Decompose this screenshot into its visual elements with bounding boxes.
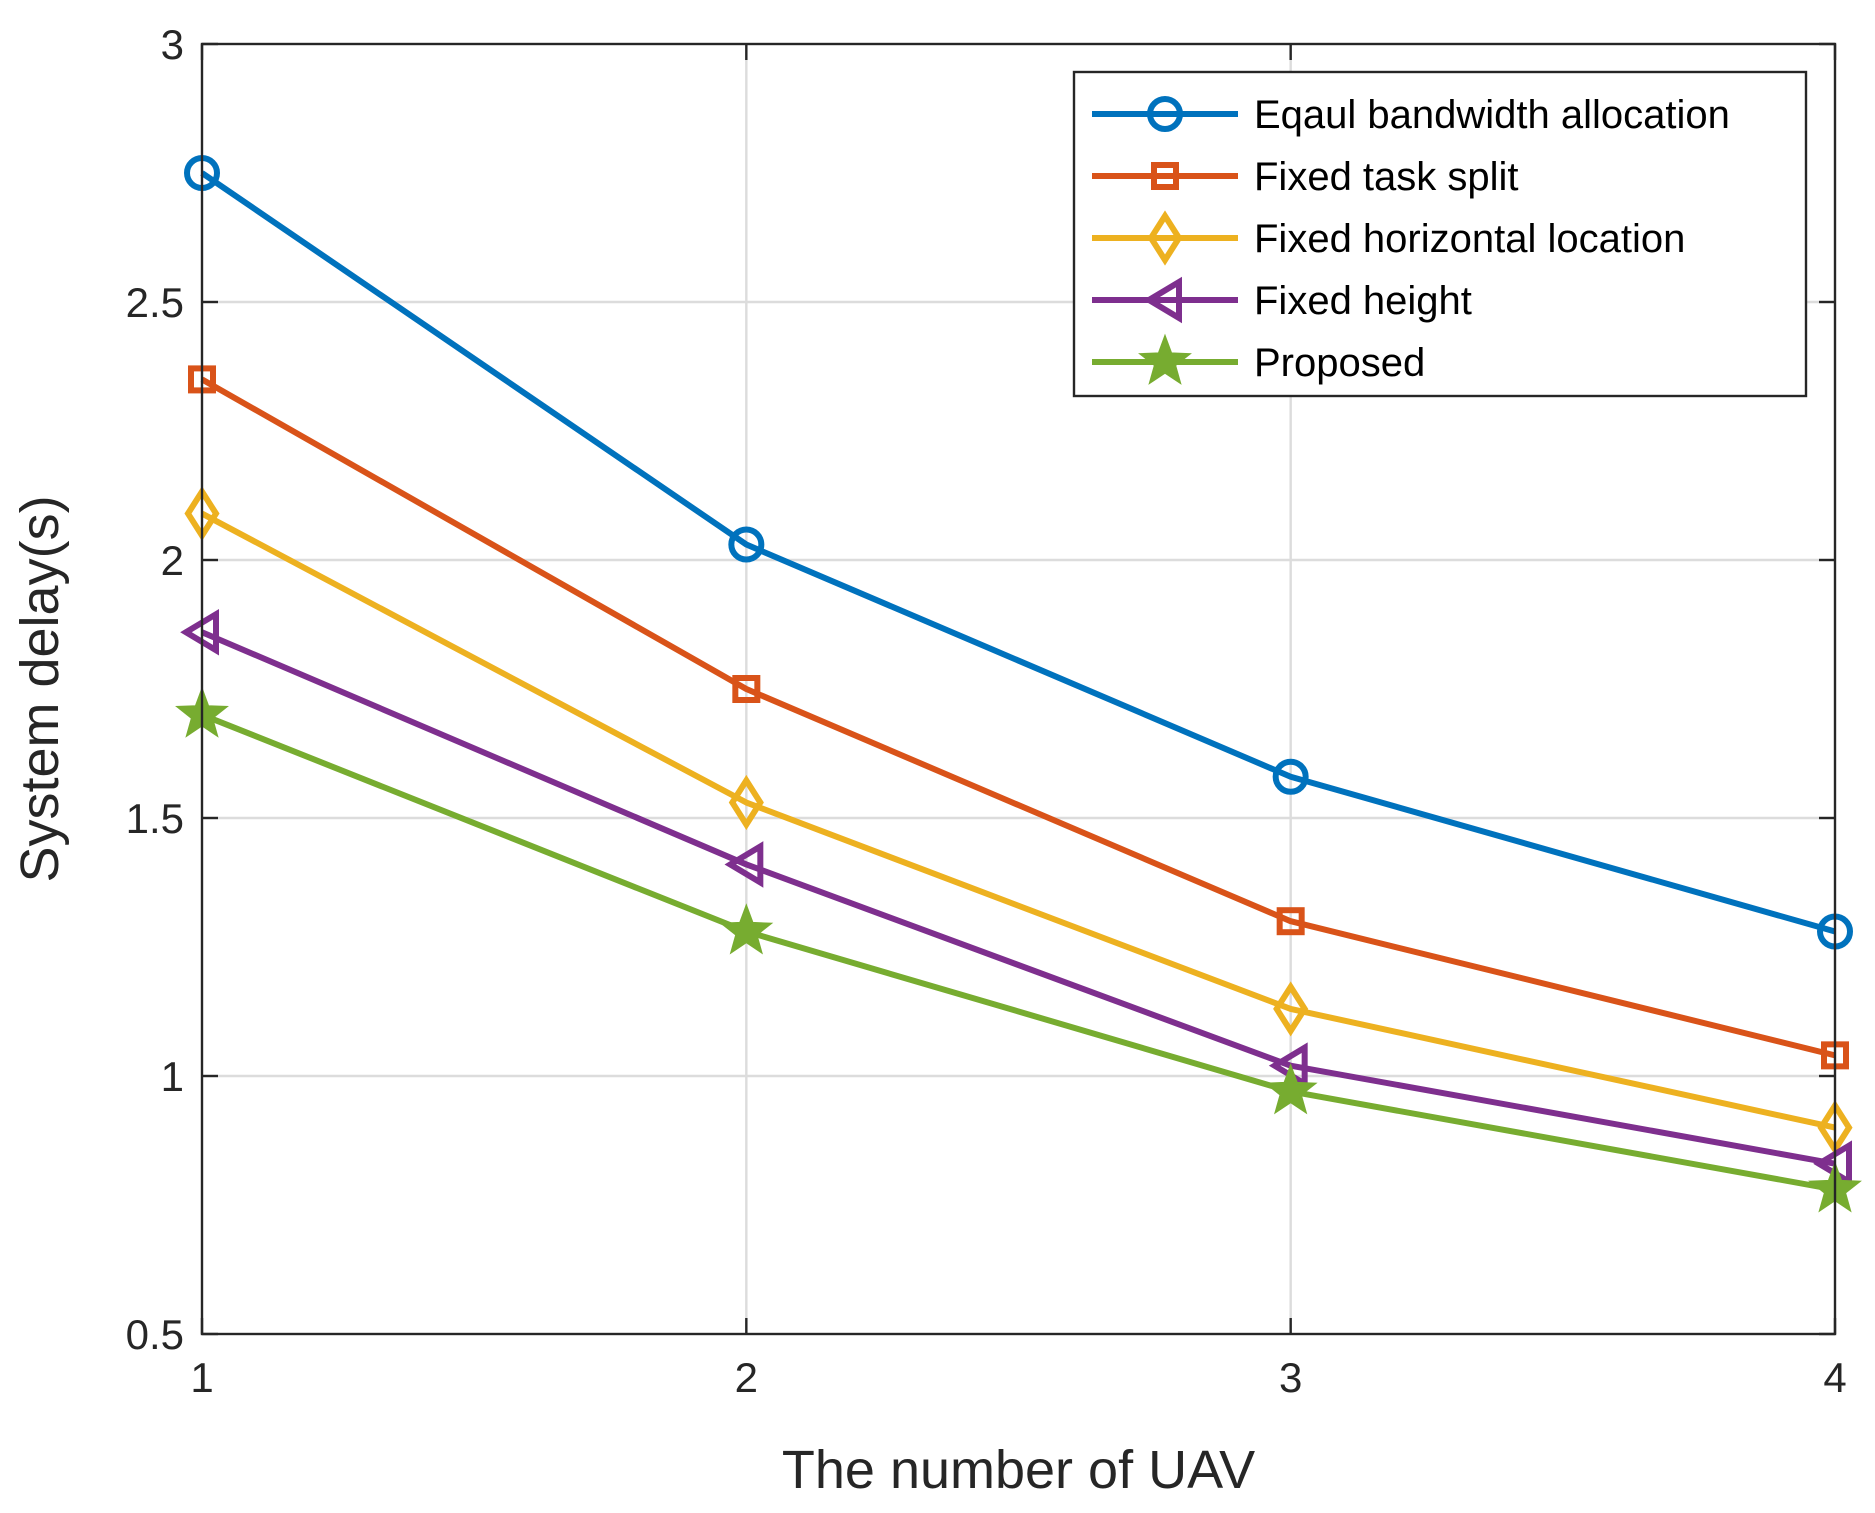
- data-point-series-3: [1273, 981, 1309, 1037]
- legend-label: Eqaul bandwidth allocation: [1254, 93, 1730, 137]
- tick-labels: 1 2 3 40.511.522.53: [126, 21, 1847, 1401]
- legend-marker: [1147, 210, 1183, 266]
- data-point-series-5: [719, 903, 774, 955]
- data-point-series-1: [1272, 758, 1309, 795]
- x-tick-label: 4: [1823, 1354, 1846, 1401]
- x-axis-label: The number of UAV: [782, 1440, 1255, 1500]
- legend: Eqaul bandwidth allocation Fixed task spl…: [1072, 70, 1808, 398]
- series-line-5: [200, 712, 1836, 1193]
- legend-label: Proposed: [1254, 341, 1425, 385]
- y-tick-label: 2: [161, 537, 184, 584]
- data-point-series-4: [724, 841, 764, 888]
- y-tick-label: 2.5: [126, 279, 184, 326]
- y-tick-label: 1: [161, 1053, 184, 1100]
- axes-frame: [200, 42, 1837, 1336]
- legend-box: [1072, 70, 1808, 398]
- x-tick-label: 2: [735, 1354, 758, 1401]
- series-lines: [200, 170, 1836, 1193]
- legend-label: Fixed height: [1254, 279, 1472, 323]
- y-tick-label: 0.5: [126, 1311, 184, 1358]
- legend-marker: [1147, 96, 1183, 132]
- y-tick-label: 3: [161, 21, 184, 68]
- legend-label: Fixed task split: [1254, 155, 1519, 199]
- series-line-1: [200, 170, 1836, 935]
- ticks: [200, 42, 1837, 1336]
- x-tick-label: 1: [190, 1354, 213, 1401]
- data-point-series-3: [728, 774, 764, 831]
- legend-label: Fixed horizontal location: [1254, 217, 1685, 261]
- series-line-4: [200, 629, 1836, 1167]
- data-point-series-2: [1276, 907, 1305, 936]
- x-tick-label: 3: [1279, 1354, 1302, 1401]
- legend-marker: [1143, 276, 1182, 324]
- data-point-series-2: [732, 675, 761, 703]
- data-point-series-1: [728, 526, 765, 563]
- legend-marker: [1151, 162, 1179, 190]
- y-axis-label: System delay(s): [10, 495, 70, 882]
- legend-marker: [1138, 333, 1192, 385]
- data-point-series-5: [1263, 1063, 1318, 1115]
- y-tick-label: 1.5: [126, 795, 184, 842]
- series-line-3: [200, 510, 1836, 1131]
- series-line-2: [200, 376, 1836, 1059]
